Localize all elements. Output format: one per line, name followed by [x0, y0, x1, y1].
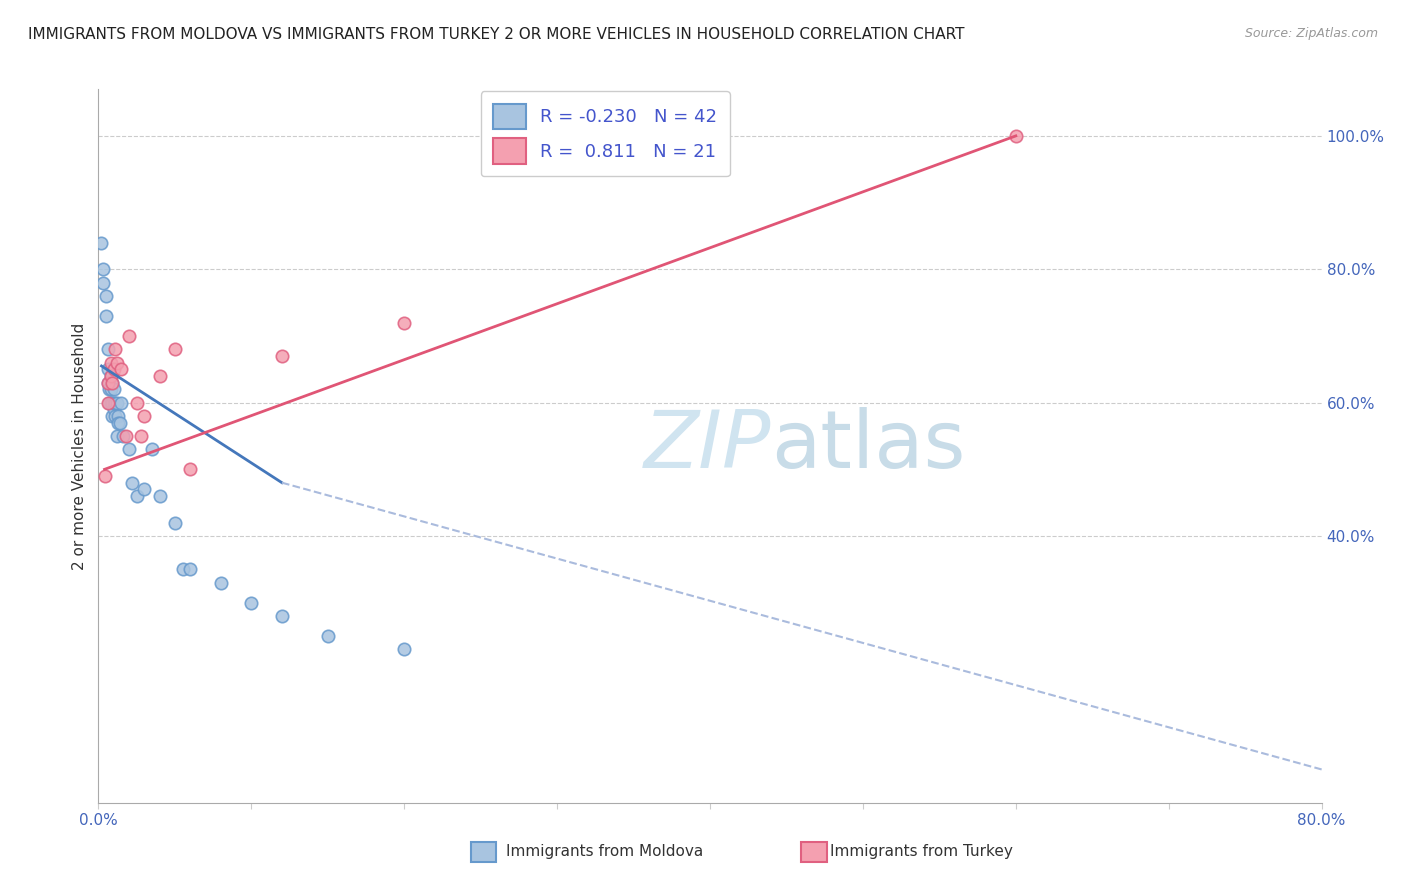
Point: [121, 475, 143, 490]
Point: [103, 395, 125, 409]
Point: [111, 429, 134, 443]
Point: [98, 382, 121, 396]
Point: [91, 262, 114, 277]
Point: [179, 562, 201, 576]
Point: [141, 442, 163, 457]
Point: [115, 429, 138, 443]
Point: [118, 442, 141, 457]
Point: [100, 395, 122, 409]
Point: [163, 516, 186, 530]
Point: [392, 642, 416, 657]
Point: [107, 416, 129, 430]
Point: [94, 289, 117, 303]
Text: IMMIGRANTS FROM MOLDOVA VS IMMIGRANTS FROM TURKEY 2 OR MORE VEHICLES IN HOUSEHOL: IMMIGRANTS FROM MOLDOVA VS IMMIGRANTS FR…: [28, 27, 965, 42]
Point: [129, 429, 152, 443]
Point: [104, 395, 127, 409]
Point: [172, 562, 194, 576]
Point: [104, 343, 127, 357]
Point: [91, 276, 114, 290]
Point: [209, 575, 232, 590]
Point: [270, 609, 292, 624]
Point: [97, 362, 120, 376]
Point: [100, 356, 122, 370]
Point: [316, 629, 339, 643]
Point: [125, 489, 148, 503]
Point: [103, 402, 125, 417]
Point: [107, 409, 129, 423]
Point: [110, 362, 132, 376]
Point: [240, 596, 263, 610]
Point: [1004, 128, 1026, 143]
Point: [94, 309, 117, 323]
Point: [101, 376, 124, 390]
Point: [100, 368, 122, 383]
Point: [134, 409, 156, 423]
Point: [101, 395, 124, 409]
Point: [105, 395, 128, 409]
Legend: R = -0.230   N = 42, R =  0.811   N = 21: R = -0.230 N = 42, R = 0.811 N = 21: [481, 91, 730, 177]
Point: [118, 329, 141, 343]
Point: [108, 416, 131, 430]
Point: [134, 483, 156, 497]
Point: [104, 409, 127, 423]
Point: [101, 376, 124, 390]
Point: [179, 462, 201, 476]
Text: atlas: atlas: [772, 407, 966, 485]
Point: [105, 429, 128, 443]
Point: [392, 316, 416, 330]
Point: [163, 343, 186, 357]
Text: Source: ZipAtlas.com: Source: ZipAtlas.com: [1244, 27, 1378, 40]
Point: [105, 356, 128, 370]
Point: [103, 382, 125, 396]
Point: [97, 395, 120, 409]
Point: [100, 368, 122, 383]
Point: [97, 376, 120, 390]
Point: [270, 349, 292, 363]
Point: [97, 376, 120, 390]
Point: [110, 395, 132, 409]
Y-axis label: 2 or more Vehicles in Household: 2 or more Vehicles in Household: [72, 322, 87, 570]
Point: [93, 469, 115, 483]
Text: ZIP: ZIP: [644, 407, 772, 485]
Point: [103, 362, 125, 376]
Text: Immigrants from Moldova: Immigrants from Moldova: [506, 845, 703, 859]
Point: [101, 409, 124, 423]
Point: [125, 395, 148, 409]
Point: [149, 489, 172, 503]
Point: [100, 382, 122, 396]
Point: [90, 235, 112, 250]
Point: [98, 395, 121, 409]
Text: Immigrants from Turkey: Immigrants from Turkey: [830, 845, 1012, 859]
Point: [149, 368, 172, 383]
Point: [97, 343, 120, 357]
